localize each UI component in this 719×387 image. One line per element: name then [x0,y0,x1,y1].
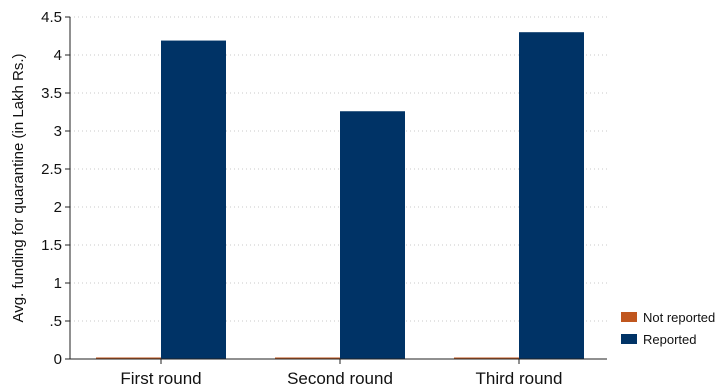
y-tick-label: 2.5 [41,161,62,178]
y-tick-label: 3.5 [41,85,62,102]
y-axis-ticks: 0 .5 1 1.5 2 2.5 3 3.5 4 4.5 [41,9,70,368]
bar-reported [161,40,226,360]
bar-reported [340,111,405,360]
y-tick-label: 1 [54,275,62,292]
x-tick-label: First round [120,369,201,387]
bar-reported [519,32,584,359]
y-tick-label: .5 [49,313,62,330]
bar-not-reported [454,357,519,359]
y-tick-label: 2 [54,199,62,216]
y-tick-label: 4 [54,47,62,64]
bar-not-reported [275,357,340,359]
legend-label: Reported [643,332,696,347]
gridlines [70,16,607,322]
y-axis-title: Avg. funding for quarantine (in Lakh Rs.… [10,53,27,322]
y-tick-label: 0 [54,351,62,368]
legend: Not reported Reported [621,310,715,347]
y-tick-label: 1.5 [41,237,62,254]
x-axis-labels: First round Second round Third round [120,359,562,387]
y-tick-label: 4.5 [41,9,62,26]
bar-not-reported [96,357,161,359]
x-tick-label: Third round [476,369,563,387]
legend-swatch [621,312,637,322]
y-tick-label: 3 [54,123,62,140]
legend-label: Not reported [643,310,715,325]
bars [96,32,584,360]
legend-swatch [621,334,637,344]
x-tick-label: Second round [287,369,393,387]
